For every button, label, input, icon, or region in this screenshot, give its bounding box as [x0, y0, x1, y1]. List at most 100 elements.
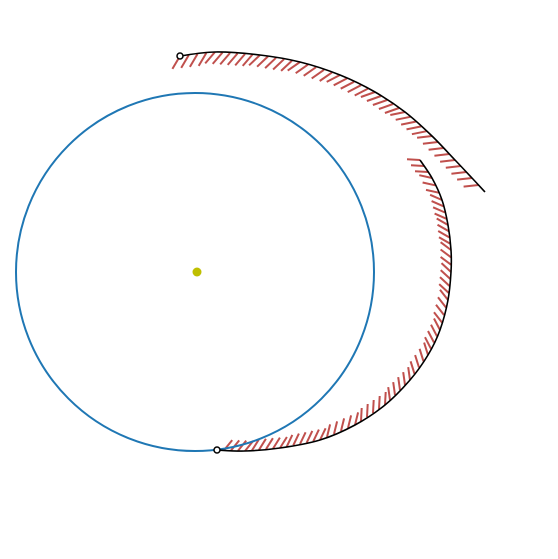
hatch-mark — [439, 276, 451, 287]
hatch-mark — [436, 223, 450, 233]
hatch-mark — [435, 304, 445, 316]
hatch-mark — [414, 354, 420, 368]
hatch-mark — [295, 63, 309, 75]
hatch-mark — [326, 74, 341, 83]
hatch-mark — [230, 439, 240, 452]
hatch-mark — [390, 111, 406, 116]
hatch-mark — [407, 366, 411, 381]
hatch-mark — [285, 434, 294, 448]
hatch-mark — [437, 296, 447, 309]
hatch-mark — [430, 324, 438, 337]
hatch-mark — [287, 61, 301, 72]
hatch-mark — [264, 57, 277, 69]
circle-center-point — [192, 267, 202, 277]
outer-arc-segment — [179, 51, 486, 452]
hatch-mark — [409, 361, 416, 375]
hatch-mark — [387, 386, 391, 401]
hatch-mark — [372, 399, 375, 414]
hatch-mark — [360, 407, 363, 422]
hatch-mark — [418, 348, 425, 362]
hatch-mark — [439, 289, 449, 301]
hatch-mark — [234, 53, 246, 67]
hatch-mark — [384, 391, 387, 406]
hatch-mark — [272, 437, 281, 450]
hatch-mark — [197, 52, 208, 67]
hatch-mark — [211, 51, 224, 65]
hatch-mark — [340, 418, 346, 432]
hatch-mark — [279, 436, 288, 449]
hatch-mark — [333, 77, 348, 87]
hatch-mark — [414, 170, 429, 173]
hatch-mark — [433, 311, 443, 324]
hatch-mark — [434, 212, 447, 220]
hatch-mark — [434, 153, 450, 157]
hatch-mark — [440, 262, 452, 273]
hatch-mark — [440, 256, 452, 266]
hatch-mark — [392, 381, 396, 396]
hatch-mark — [424, 336, 432, 350]
hatch-mark — [397, 376, 401, 391]
hatch-mark — [340, 80, 355, 90]
hatch-mark — [292, 433, 300, 446]
hatch-mark — [248, 54, 261, 67]
hatch-mark — [425, 188, 439, 194]
hatch-mark — [189, 53, 199, 68]
hatch-mark — [436, 217, 449, 226]
hatch-mark — [463, 184, 479, 188]
hatch-mark — [411, 130, 427, 136]
hatch-mark — [256, 55, 269, 68]
hatch-mark — [432, 206, 446, 214]
hatch-mark — [219, 52, 231, 66]
hatch-mark — [311, 68, 325, 80]
hatch-mark — [384, 107, 400, 114]
hatch-mark — [347, 84, 362, 93]
hatch-mark — [440, 269, 451, 280]
hatch-mark — [456, 177, 473, 181]
hatch-mark — [372, 99, 388, 106]
hatch-mark — [305, 430, 314, 444]
hatch-mark — [428, 147, 444, 151]
hatch-mark — [422, 181, 436, 187]
hatch-marks — [171, 51, 479, 452]
hatch-mark — [204, 51, 216, 65]
hatch-mark — [280, 59, 293, 72]
hatch-mark — [406, 158, 421, 161]
hatch-mark — [326, 424, 332, 438]
hatch-mark — [226, 52, 239, 66]
hatch-mark — [400, 120, 416, 126]
hatch-mark — [272, 58, 285, 71]
blue-circle — [15, 92, 375, 452]
hatch-mark — [431, 200, 444, 208]
hatch-mark — [378, 395, 381, 410]
hatch-mark — [438, 283, 450, 294]
hatch-mark — [354, 87, 369, 97]
hatch-mark — [366, 403, 369, 418]
hatch-mark — [445, 165, 461, 169]
hatch-mark — [438, 236, 451, 245]
hatch-mark — [440, 241, 452, 251]
hatch-mark — [319, 71, 333, 82]
hatch-mark — [406, 125, 422, 131]
hatch-mark — [299, 431, 307, 445]
hatch-mark — [437, 230, 450, 239]
hatch-mark — [440, 248, 452, 259]
hatch-mark — [416, 135, 433, 139]
hatch-mark — [333, 421, 339, 435]
hatch-mark — [439, 159, 456, 163]
hatch-mark — [258, 438, 267, 451]
hatch-mark — [241, 53, 254, 67]
hatch-mark — [303, 66, 317, 77]
hatch-mark — [419, 174, 433, 179]
hatch-mark — [395, 115, 411, 121]
hatch-mark — [429, 193, 443, 201]
hatch-mark — [402, 371, 406, 386]
arc-end-marker — [213, 446, 221, 454]
arc-start-marker — [176, 52, 184, 60]
hatch-mark — [410, 164, 425, 167]
hatch-mark — [451, 171, 467, 175]
hatch-mark — [312, 429, 320, 442]
hatch-mark — [251, 438, 260, 451]
hatch-mark — [319, 427, 327, 441]
